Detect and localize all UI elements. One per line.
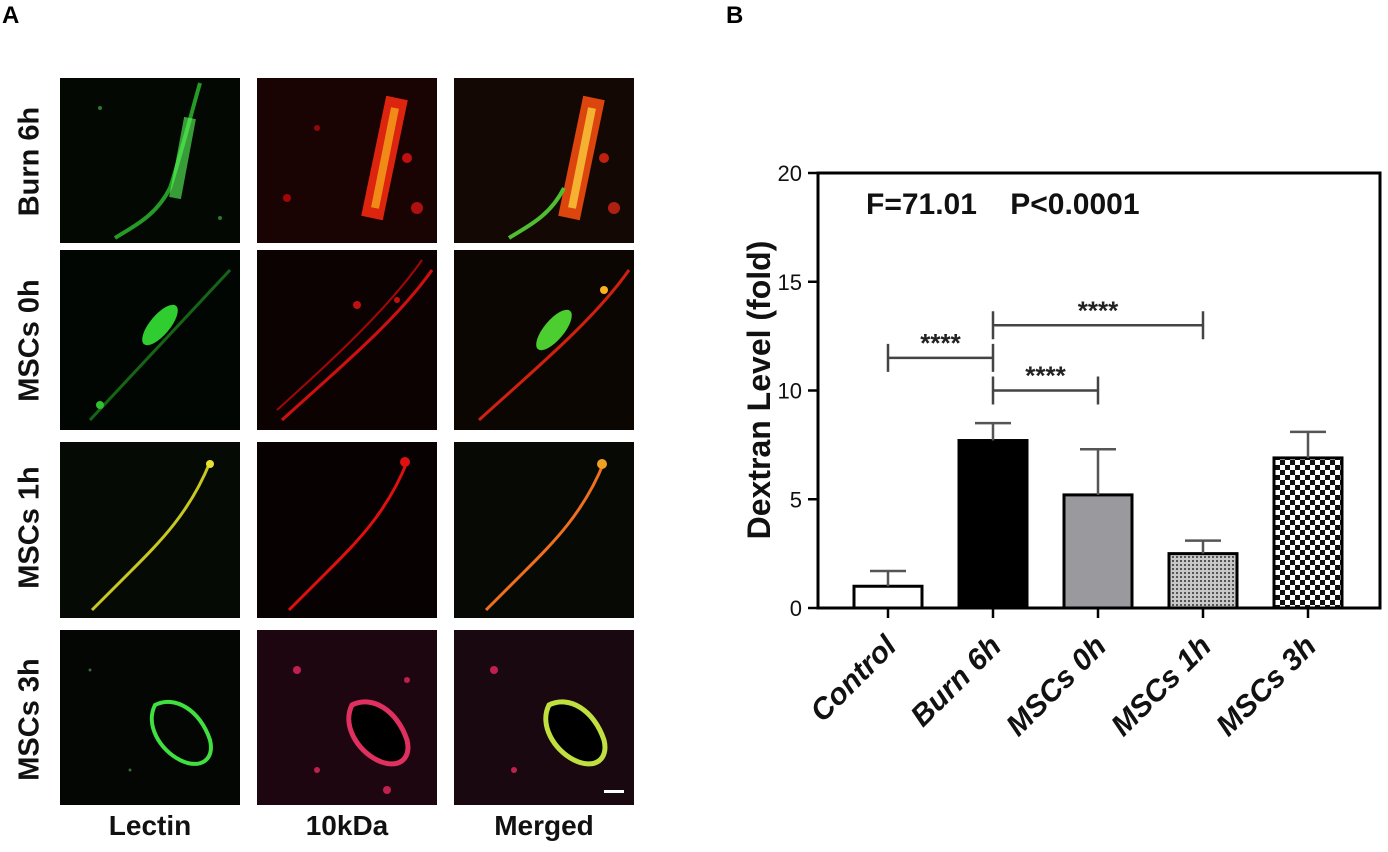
micrograph-mscs-3h-lectin (60, 630, 240, 805)
y-tick-label-3: 15 (778, 270, 802, 295)
micrograph-mscs-0h-merged (454, 250, 634, 430)
micrograph-mscs-1h-lectin (60, 442, 240, 618)
micrograph-burn-6h-merged (454, 78, 634, 243)
bar-0 (852, 584, 924, 610)
micrograph-mscs-3h-10kda (257, 630, 437, 805)
y-tick-label-0: 0 (790, 596, 802, 621)
sig-label-0: **** (920, 328, 961, 358)
significance-brackets: **** **** **** (886, 295, 1205, 405)
micrograph-mscs-0h-10kda (257, 250, 437, 430)
bars (852, 439, 1344, 610)
column-label-merged: Merged (494, 810, 594, 841)
bar-1 (957, 439, 1029, 610)
chart-annotation: F=71.01 P<0.0001 (866, 188, 1140, 221)
sig-label-2: **** (1078, 295, 1119, 325)
x-tick-label-0: Control (804, 629, 903, 728)
x-tick-label-1: Burn 6h (904, 630, 1007, 733)
micrograph-mscs-1h-10kda (257, 442, 437, 618)
x-tick-label-4: MSCs 3h (1210, 630, 1323, 743)
micrograph-mscs-3h-merged (454, 630, 634, 805)
bar-3 (1167, 552, 1239, 610)
panel-a-label: A (2, 2, 20, 29)
micrograph-burn-6h-10kda (257, 78, 437, 243)
sig-label-1: **** (1025, 361, 1066, 391)
y-tick-label-1: 5 (790, 487, 802, 512)
y-tick-label-2: 10 (778, 379, 802, 404)
panel-b-label: B (726, 2, 744, 29)
bar-2 (1062, 493, 1134, 610)
x-tick-label-2: MSCs 0h (1000, 630, 1113, 743)
y-axis: 0 5 10 15 20 (778, 161, 818, 621)
y-tick-label-4: 20 (778, 161, 802, 186)
micrograph-burn-6h-lectin (60, 78, 240, 243)
column-label-10kda: 10kDa (305, 810, 389, 841)
column-label-lectin: Lectin (108, 810, 192, 841)
bar-4 (1272, 456, 1344, 610)
scale-bar (604, 790, 624, 793)
y-axis-label: Dextran Level (fold) (741, 241, 777, 540)
micrograph-mscs-1h-merged (454, 442, 634, 618)
error-bars (870, 421, 1326, 587)
x-tick-label-3: MSCs 1h (1105, 630, 1218, 743)
micrograph-mscs-0h-lectin (60, 250, 240, 430)
